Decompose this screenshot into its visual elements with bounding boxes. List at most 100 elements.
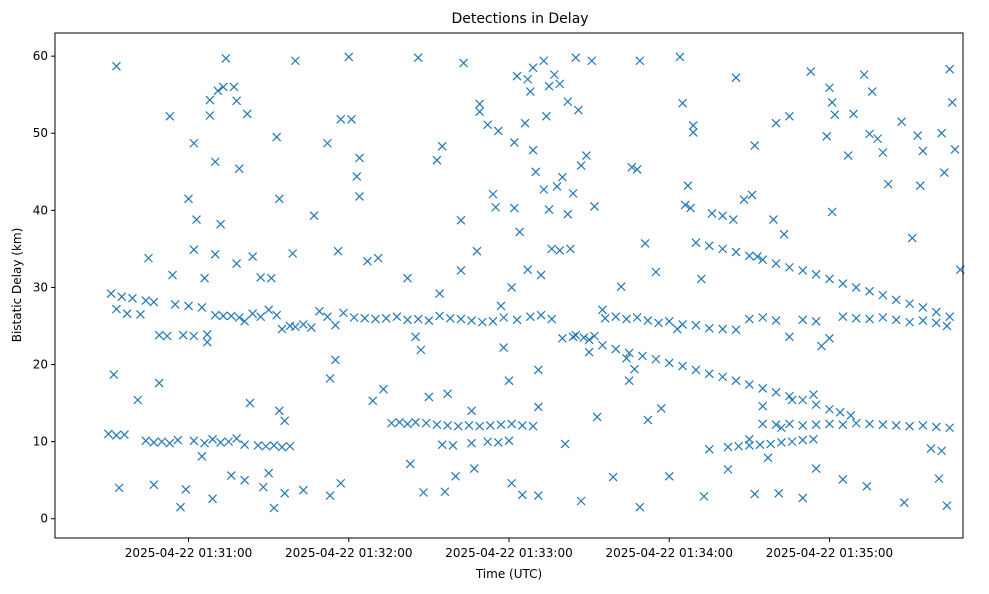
data-point bbox=[274, 406, 284, 416]
data-point bbox=[544, 81, 554, 91]
data-point bbox=[419, 488, 428, 497]
data-point bbox=[771, 420, 781, 430]
data-point bbox=[867, 87, 877, 97]
data-point bbox=[723, 464, 733, 474]
data-point bbox=[686, 203, 696, 213]
data-point bbox=[683, 181, 693, 191]
data-point bbox=[248, 309, 258, 319]
data-point bbox=[467, 316, 477, 326]
data-point bbox=[758, 313, 768, 322]
data-point bbox=[622, 314, 631, 324]
data-point bbox=[918, 316, 928, 326]
data-point bbox=[413, 314, 423, 324]
data-point bbox=[277, 324, 287, 334]
data-point bbox=[590, 202, 599, 211]
data-point bbox=[280, 416, 290, 426]
data-point bbox=[111, 61, 121, 71]
data-point bbox=[771, 316, 781, 326]
y-axis: 0 10 20 30 40 50 60 bbox=[33, 49, 55, 526]
data-point bbox=[568, 188, 578, 198]
data-point bbox=[154, 330, 164, 340]
data-point bbox=[192, 215, 201, 225]
data-point bbox=[600, 313, 610, 323]
data-point bbox=[189, 245, 199, 255]
data-point bbox=[413, 53, 423, 63]
data-point bbox=[611, 344, 621, 354]
data-point bbox=[149, 480, 159, 490]
data-point bbox=[571, 53, 581, 63]
data-point bbox=[210, 157, 220, 167]
data-point bbox=[744, 434, 754, 444]
data-point bbox=[878, 313, 888, 322]
data-point bbox=[205, 95, 215, 105]
data-point bbox=[779, 229, 789, 239]
data-point bbox=[443, 389, 453, 399]
data-point bbox=[680, 200, 690, 210]
data-point bbox=[622, 353, 631, 363]
data-point bbox=[234, 313, 244, 322]
data-point bbox=[584, 335, 594, 345]
data-point bbox=[144, 253, 153, 263]
data-point bbox=[464, 421, 474, 430]
data-point bbox=[336, 478, 346, 488]
data-point bbox=[248, 252, 258, 262]
data-point bbox=[616, 282, 626, 292]
data-point bbox=[809, 434, 818, 444]
data-point bbox=[256, 312, 266, 322]
data-point bbox=[624, 376, 634, 386]
data-point bbox=[298, 320, 308, 329]
data-point bbox=[371, 314, 380, 324]
data-point bbox=[165, 438, 175, 448]
data-point bbox=[242, 109, 252, 119]
data-point bbox=[539, 185, 549, 194]
data-point bbox=[937, 128, 947, 138]
data-point bbox=[440, 487, 450, 497]
data-point bbox=[274, 194, 284, 204]
data-point bbox=[811, 269, 821, 279]
data-point bbox=[945, 64, 955, 74]
data-point bbox=[859, 70, 869, 80]
x-axis: 2025-04-22 01:31:00 2025-04-22 01:32:00 20… bbox=[125, 538, 893, 560]
data-point bbox=[432, 420, 442, 430]
data-point bbox=[226, 311, 236, 321]
data-point bbox=[691, 365, 701, 375]
data-point bbox=[905, 299, 915, 309]
data-point bbox=[507, 283, 517, 292]
data-point bbox=[536, 270, 546, 280]
data-point bbox=[555, 245, 565, 255]
data-point bbox=[451, 471, 461, 481]
data-point bbox=[111, 304, 121, 314]
data-point bbox=[632, 165, 642, 174]
data-point bbox=[945, 423, 955, 433]
data-point bbox=[827, 97, 837, 107]
y-tick-label: 30 bbox=[33, 280, 48, 294]
data-point bbox=[218, 311, 228, 321]
data-point bbox=[891, 315, 901, 325]
data-point bbox=[744, 380, 754, 389]
data-point bbox=[776, 423, 786, 433]
data-point bbox=[531, 167, 541, 177]
data-point bbox=[208, 434, 217, 444]
data-point bbox=[280, 488, 290, 498]
data-point bbox=[704, 369, 714, 379]
data-point bbox=[830, 110, 840, 120]
data-point bbox=[309, 211, 319, 221]
data-point bbox=[504, 376, 514, 386]
data-point bbox=[611, 312, 621, 322]
data-point bbox=[298, 485, 308, 495]
data-point bbox=[939, 168, 949, 177]
data-point bbox=[533, 402, 543, 412]
data-point bbox=[205, 111, 215, 120]
data-point bbox=[635, 502, 645, 512]
data-point bbox=[528, 421, 538, 431]
data-point bbox=[825, 83, 834, 93]
data-point bbox=[133, 395, 143, 405]
data-point bbox=[699, 491, 709, 501]
data-point bbox=[208, 494, 217, 504]
data-point bbox=[576, 161, 586, 171]
data-point bbox=[240, 440, 250, 450]
data-point bbox=[475, 107, 485, 117]
data-point bbox=[937, 446, 947, 456]
data-point bbox=[579, 333, 589, 342]
